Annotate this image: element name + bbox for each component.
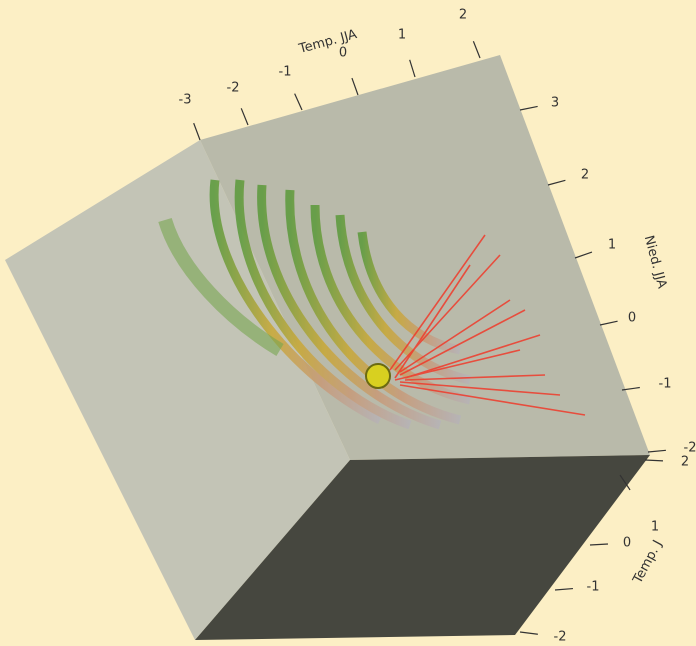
tick-label: 2 bbox=[581, 168, 589, 183]
scene: Temp. JJA-3-2-1012Nied. JJA3210-1-2Temp.… bbox=[0, 0, 696, 646]
tick-label: 3 bbox=[551, 96, 559, 111]
tick-label: -1 bbox=[587, 580, 600, 595]
tick-label: -3 bbox=[179, 93, 192, 108]
tick-label: -1 bbox=[659, 377, 672, 392]
tick-label: -1 bbox=[279, 65, 292, 80]
tick-label: 2 bbox=[681, 455, 689, 470]
tick-label: 0 bbox=[339, 46, 347, 61]
tick-label: 0 bbox=[628, 311, 636, 326]
tick-label: 1 bbox=[608, 238, 616, 253]
tick-label: -2 bbox=[684, 441, 696, 456]
tick-label: 2 bbox=[459, 8, 467, 23]
tick-label: 0 bbox=[623, 536, 631, 551]
tick-label: -2 bbox=[554, 630, 567, 645]
tick-label: -2 bbox=[227, 81, 240, 96]
marker-sphere bbox=[366, 364, 390, 388]
tick-label: 1 bbox=[398, 28, 406, 43]
tick-label: 1 bbox=[651, 520, 659, 535]
